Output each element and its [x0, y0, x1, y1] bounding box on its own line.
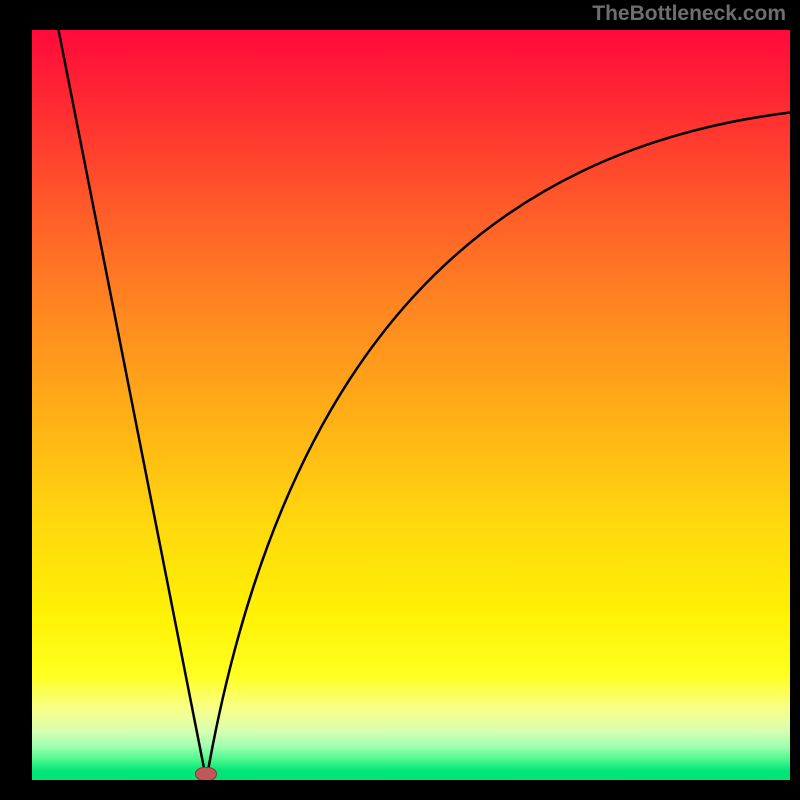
plot-area	[32, 30, 790, 780]
background-gradient	[32, 30, 790, 780]
frame-left	[0, 0, 32, 800]
watermark-text: TheBottleneck.com	[592, 2, 786, 26]
frame-bottom	[0, 780, 800, 800]
minimum-marker	[195, 767, 217, 780]
chart-container: TheBottleneck.com	[0, 0, 800, 800]
frame-right	[790, 0, 800, 800]
